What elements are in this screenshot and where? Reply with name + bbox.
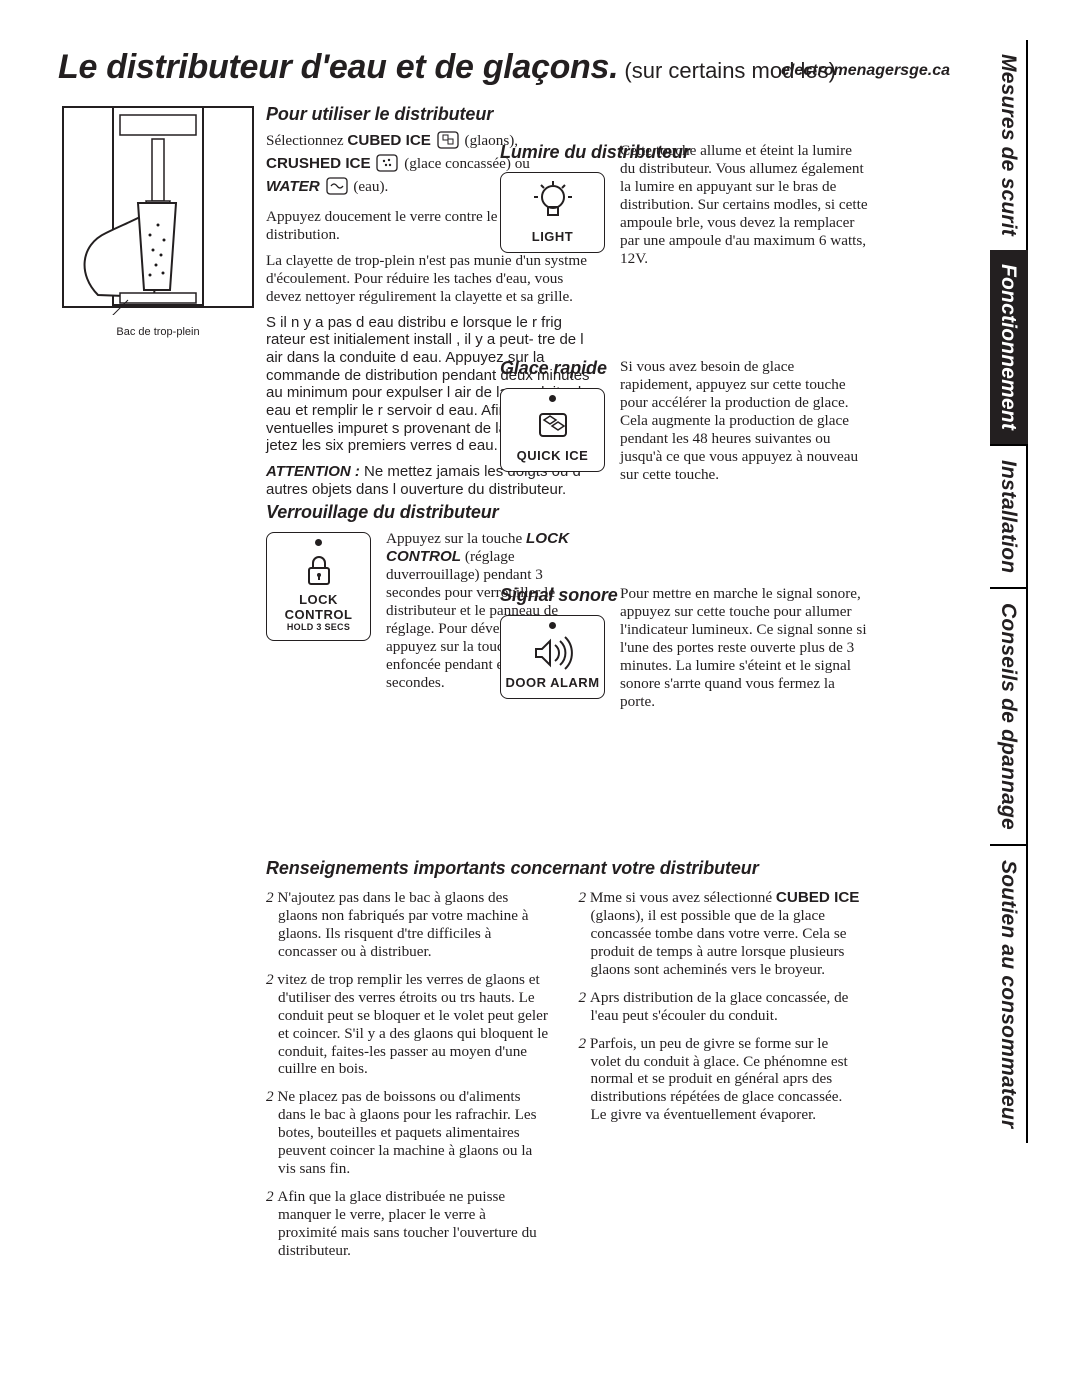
website-url: electromenagersge.ca	[781, 62, 950, 80]
p3: La clayette de trop-plein n'est pas muni…	[266, 252, 596, 306]
txt: vitez de trop remplir les verres de glao…	[277, 971, 548, 1078]
list-item: 2 Mme si vous avez sélectionné CUBED ICE…	[579, 889, 862, 979]
signal-body: Pour mettre en marche le signal sonore, …	[620, 585, 870, 711]
list-item: 2 vitez de trop remplir les verres de gl…	[266, 971, 549, 1079]
txt: Afin que la glace distribuée ne puisse m…	[277, 1188, 536, 1259]
txt: (glaons), il est possible que de la glac…	[591, 907, 847, 978]
section-signal-sonore: Signal sonore DOOR ALARM Pour mettre en …	[500, 585, 870, 612]
tab-mesures[interactable]: Mesures de scurit	[990, 40, 1028, 250]
lock-icon	[302, 552, 336, 588]
section-renseignements: Renseignements importants concernant vot…	[266, 858, 861, 1270]
list-item: 2 N'ajoutez pas dans le bac à glaons des…	[266, 889, 549, 961]
door-alarm-button: DOOR ALARM	[500, 615, 605, 699]
dispenser-illustration-icon	[58, 105, 258, 315]
tab-conseils[interactable]: Conseils de dpannage	[990, 587, 1028, 844]
section-lumire: Lumire du distributeur LIGHT Cette touch…	[500, 142, 870, 169]
page-title-row: Le distributeur d'eau et de glaçons. (su…	[58, 48, 950, 87]
txt: Aprs distribution de la glace concassée,…	[590, 989, 849, 1024]
renseignements-col-left: 2 N'ajoutez pas dans le bac à glaons des…	[266, 889, 549, 1270]
quick-ice-icon	[532, 408, 574, 444]
label-cubed-ice: CUBED ICE	[347, 132, 431, 149]
tab-soutien[interactable]: Soutien au consommateur	[990, 844, 1028, 1142]
txt: Mme si vous avez sélectionné	[590, 889, 776, 906]
tab-fonctionnement[interactable]: Fonctionnement	[990, 250, 1028, 444]
heading-verrouillage: Verrouillage du distributeur	[266, 502, 596, 523]
light-button: LIGHT	[500, 172, 605, 253]
lock-control-button: LOCK CONTROL HOLD 3 SECS	[266, 532, 371, 641]
list-item: 2 Afin que la glace distribuée ne puisse…	[266, 1188, 549, 1260]
heading-renseignements: Renseignements importants concernant vot…	[266, 858, 861, 879]
section-verrouillage: Verrouillage du distributeur LOCK CONTRO…	[266, 502, 596, 529]
label-water: WATER	[266, 178, 320, 195]
tab-installation[interactable]: Installation	[990, 444, 1028, 587]
heading-pour-utiliser: Pour utiliser le distributeur	[266, 104, 596, 125]
indicator-dot-icon	[315, 539, 322, 546]
renseignements-col-right: 2 Mme si vous avez sélectionné CUBED ICE…	[579, 889, 862, 1270]
door-alarm-icon	[530, 635, 576, 671]
dispenser-figure: Bac de trop-plein	[58, 105, 258, 338]
txt: Ne placez pas de boissons ou d'aliments …	[277, 1088, 536, 1177]
page-title: Le distributeur d'eau et de glaçons.	[58, 48, 618, 86]
lock-control-sublabel: HOLD 3 SECS	[271, 622, 366, 632]
section-glace-rapide: Glace rapide QUICK ICE Si vous avez beso…	[500, 358, 870, 385]
dispenser-caption: Bac de trop-plein	[58, 326, 258, 338]
door-alarm-label: DOOR ALARM	[505, 675, 600, 690]
glace-body: Si vous avez besoin de glace rapidement,…	[620, 358, 870, 484]
cubed-ice-inline: CUBED ICE	[776, 889, 860, 906]
side-tabs: Mesures de scurit Fonctionnement Install…	[990, 40, 1028, 1143]
quick-ice-label: QUICK ICE	[505, 448, 600, 463]
lumire-body: Cette touche allume et éteint la lumire …	[620, 142, 870, 268]
txt: (eau).	[353, 178, 388, 195]
indicator-dot-icon	[549, 622, 556, 629]
quick-ice-button: QUICK ICE	[500, 388, 605, 472]
water-icon	[326, 177, 348, 200]
txt: N'ajoutez pas dans le bac à glaons des g…	[277, 889, 528, 960]
crushed-ice-icon	[376, 154, 398, 177]
list-item: 2 Parfois, un peu de givre se forme sur …	[579, 1035, 862, 1125]
list-item: 2 Ne placez pas de boissons ou d'aliment…	[266, 1088, 549, 1178]
txt: Sélectionnez	[266, 132, 347, 149]
attention-label: ATTENTION :	[266, 463, 360, 480]
cubed-ice-icon	[437, 131, 459, 154]
lightbulb-icon	[532, 179, 574, 225]
light-label: LIGHT	[505, 229, 600, 244]
txt: Appuyez sur la touche	[386, 530, 526, 547]
lock-control-label: LOCK CONTROL	[271, 592, 366, 622]
indicator-dot-icon	[549, 395, 556, 402]
txt: Parfois, un peu de givre se forme sur le…	[590, 1035, 848, 1124]
label-crushed-ice: CRUSHED ICE	[266, 155, 371, 172]
list-item: 2 Aprs distribution de la glace concassé…	[579, 989, 862, 1025]
